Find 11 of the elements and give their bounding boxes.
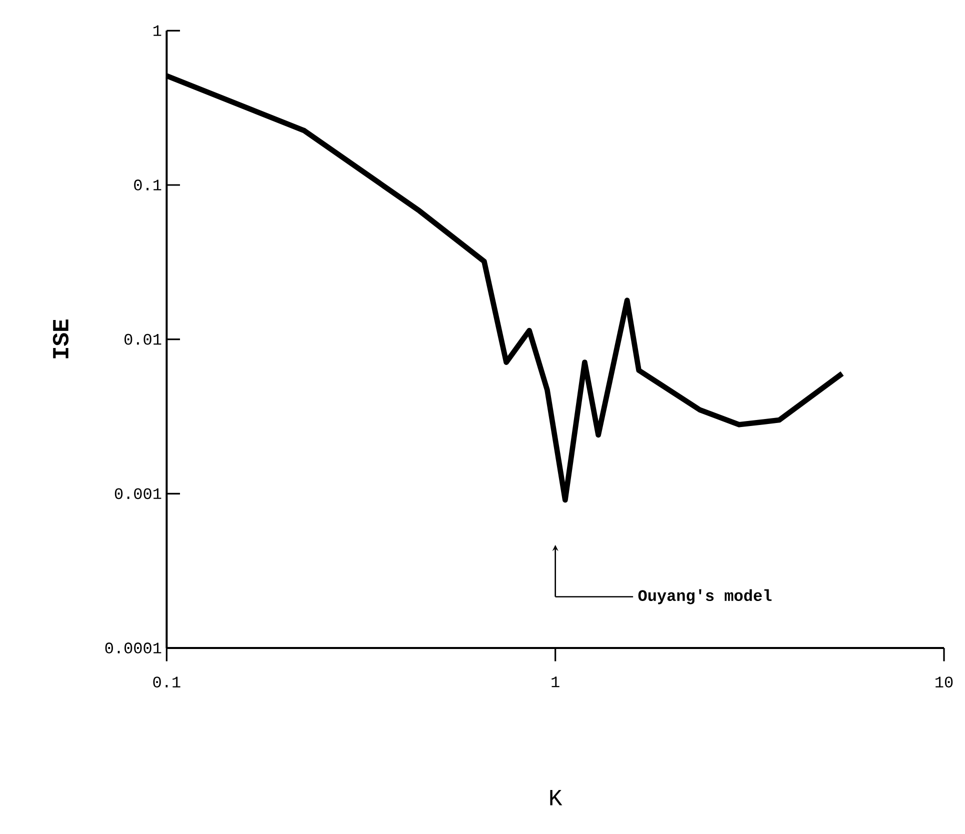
y-tick-label: 0.1: [134, 180, 162, 190]
y-tick-label: 0.001: [114, 488, 162, 500]
x-tick-label: 1: [552, 676, 560, 688]
x-tick-label: 10: [936, 676, 953, 688]
x-tick-label: 0.1: [153, 676, 180, 688]
annotation: Ouyang's model: [638, 589, 772, 604]
y-tick-label: 0.01: [124, 334, 162, 345]
y-tick-label: 0.0001: [105, 642, 162, 654]
x-axis-title: K: [550, 790, 562, 806]
y-axis-title: ISE: [52, 320, 69, 358]
y-tick-label: 1: [154, 25, 162, 36]
